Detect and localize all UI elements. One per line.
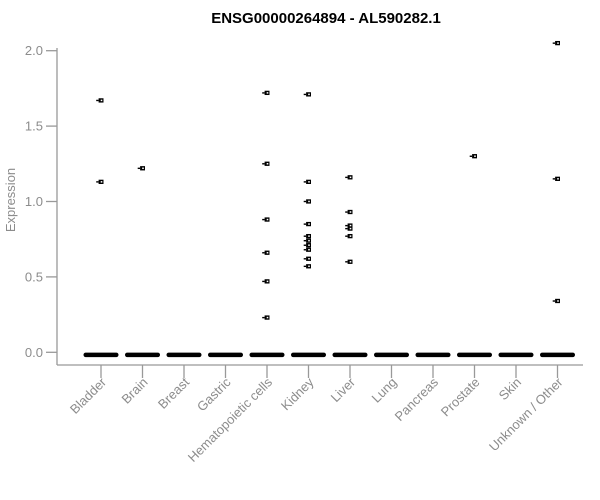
data-point-hole [266, 280, 269, 283]
y-tick-label: 0.0 [25, 345, 43, 360]
x-category-label: Lung [369, 375, 400, 406]
data-point-hole [349, 235, 352, 237]
x-category-label: Unknown / Other [486, 374, 566, 454]
x-category-label: Pancreas [392, 374, 442, 424]
y-tick-label: 2.0 [25, 43, 43, 58]
zero-cluster-mark [166, 352, 202, 358]
x-category-label: Gastric [194, 374, 234, 414]
zero-cluster-mark [540, 352, 575, 358]
y-tick-label: 0.5 [25, 269, 43, 284]
data-point-hole [308, 181, 310, 183]
y-axis-title: Expression [3, 168, 18, 232]
zero-cluster-mark [498, 352, 534, 358]
zero-cluster-mark [457, 352, 492, 358]
data-point-hole [474, 155, 476, 157]
zero-cluster-mark [291, 352, 326, 358]
y-tick-label: 1.0 [25, 194, 43, 209]
data-point-hole [349, 261, 352, 263]
data-point-hole [100, 181, 103, 183]
x-category-label: Prostate [438, 375, 483, 420]
data-point-hole [308, 244, 310, 246]
data-point-hole [308, 235, 310, 237]
data-point-hole [308, 248, 310, 251]
zero-cluster-mark [415, 352, 451, 358]
chart-layer: 0.0 0.5 1.0 1.5 2.0 Bladder Brain Breast Gastric… [25, 40, 583, 465]
zero-cluster-mark [332, 352, 368, 358]
x-category-label: Kidney [278, 374, 317, 413]
data-point-hole [349, 211, 352, 213]
data-point-hole [557, 42, 559, 44]
data-point-hole [308, 265, 310, 268]
data-point-hole [308, 223, 310, 225]
data-point-hole [308, 93, 310, 96]
x-category-label: Skin [496, 375, 524, 403]
x-category-label: Liver [328, 374, 359, 405]
data-point-hole [266, 251, 269, 254]
data-point-hole [349, 176, 352, 179]
data-point-hole [557, 178, 559, 180]
data-point-hole [557, 300, 559, 302]
data-point-hole [266, 218, 269, 221]
zero-cluster-mark [374, 352, 409, 358]
zero-cluster-mark [125, 352, 160, 358]
x-category-label: Brain [119, 375, 151, 407]
x-category-label: Breast [155, 374, 192, 411]
zero-cluster-mark [83, 352, 119, 358]
data-point-hole [142, 167, 144, 170]
data-point-hole [308, 258, 310, 260]
chart-title: ENSG00000264894 - AL590282.1 [211, 10, 441, 27]
zero-cluster-mark [249, 352, 285, 358]
x-category-label: Bladder [67, 374, 110, 417]
y-tick-label: 1.5 [25, 119, 43, 134]
zero-cluster-mark [208, 352, 243, 358]
data-point-hole [308, 239, 310, 242]
data-point-hole [349, 227, 352, 230]
data-point-hole [266, 163, 269, 165]
data-point-hole [266, 92, 269, 94]
data-point-hole [349, 224, 352, 227]
data-point-hole [308, 200, 310, 203]
data-point-hole [100, 99, 103, 102]
data-point-hole [266, 316, 269, 319]
